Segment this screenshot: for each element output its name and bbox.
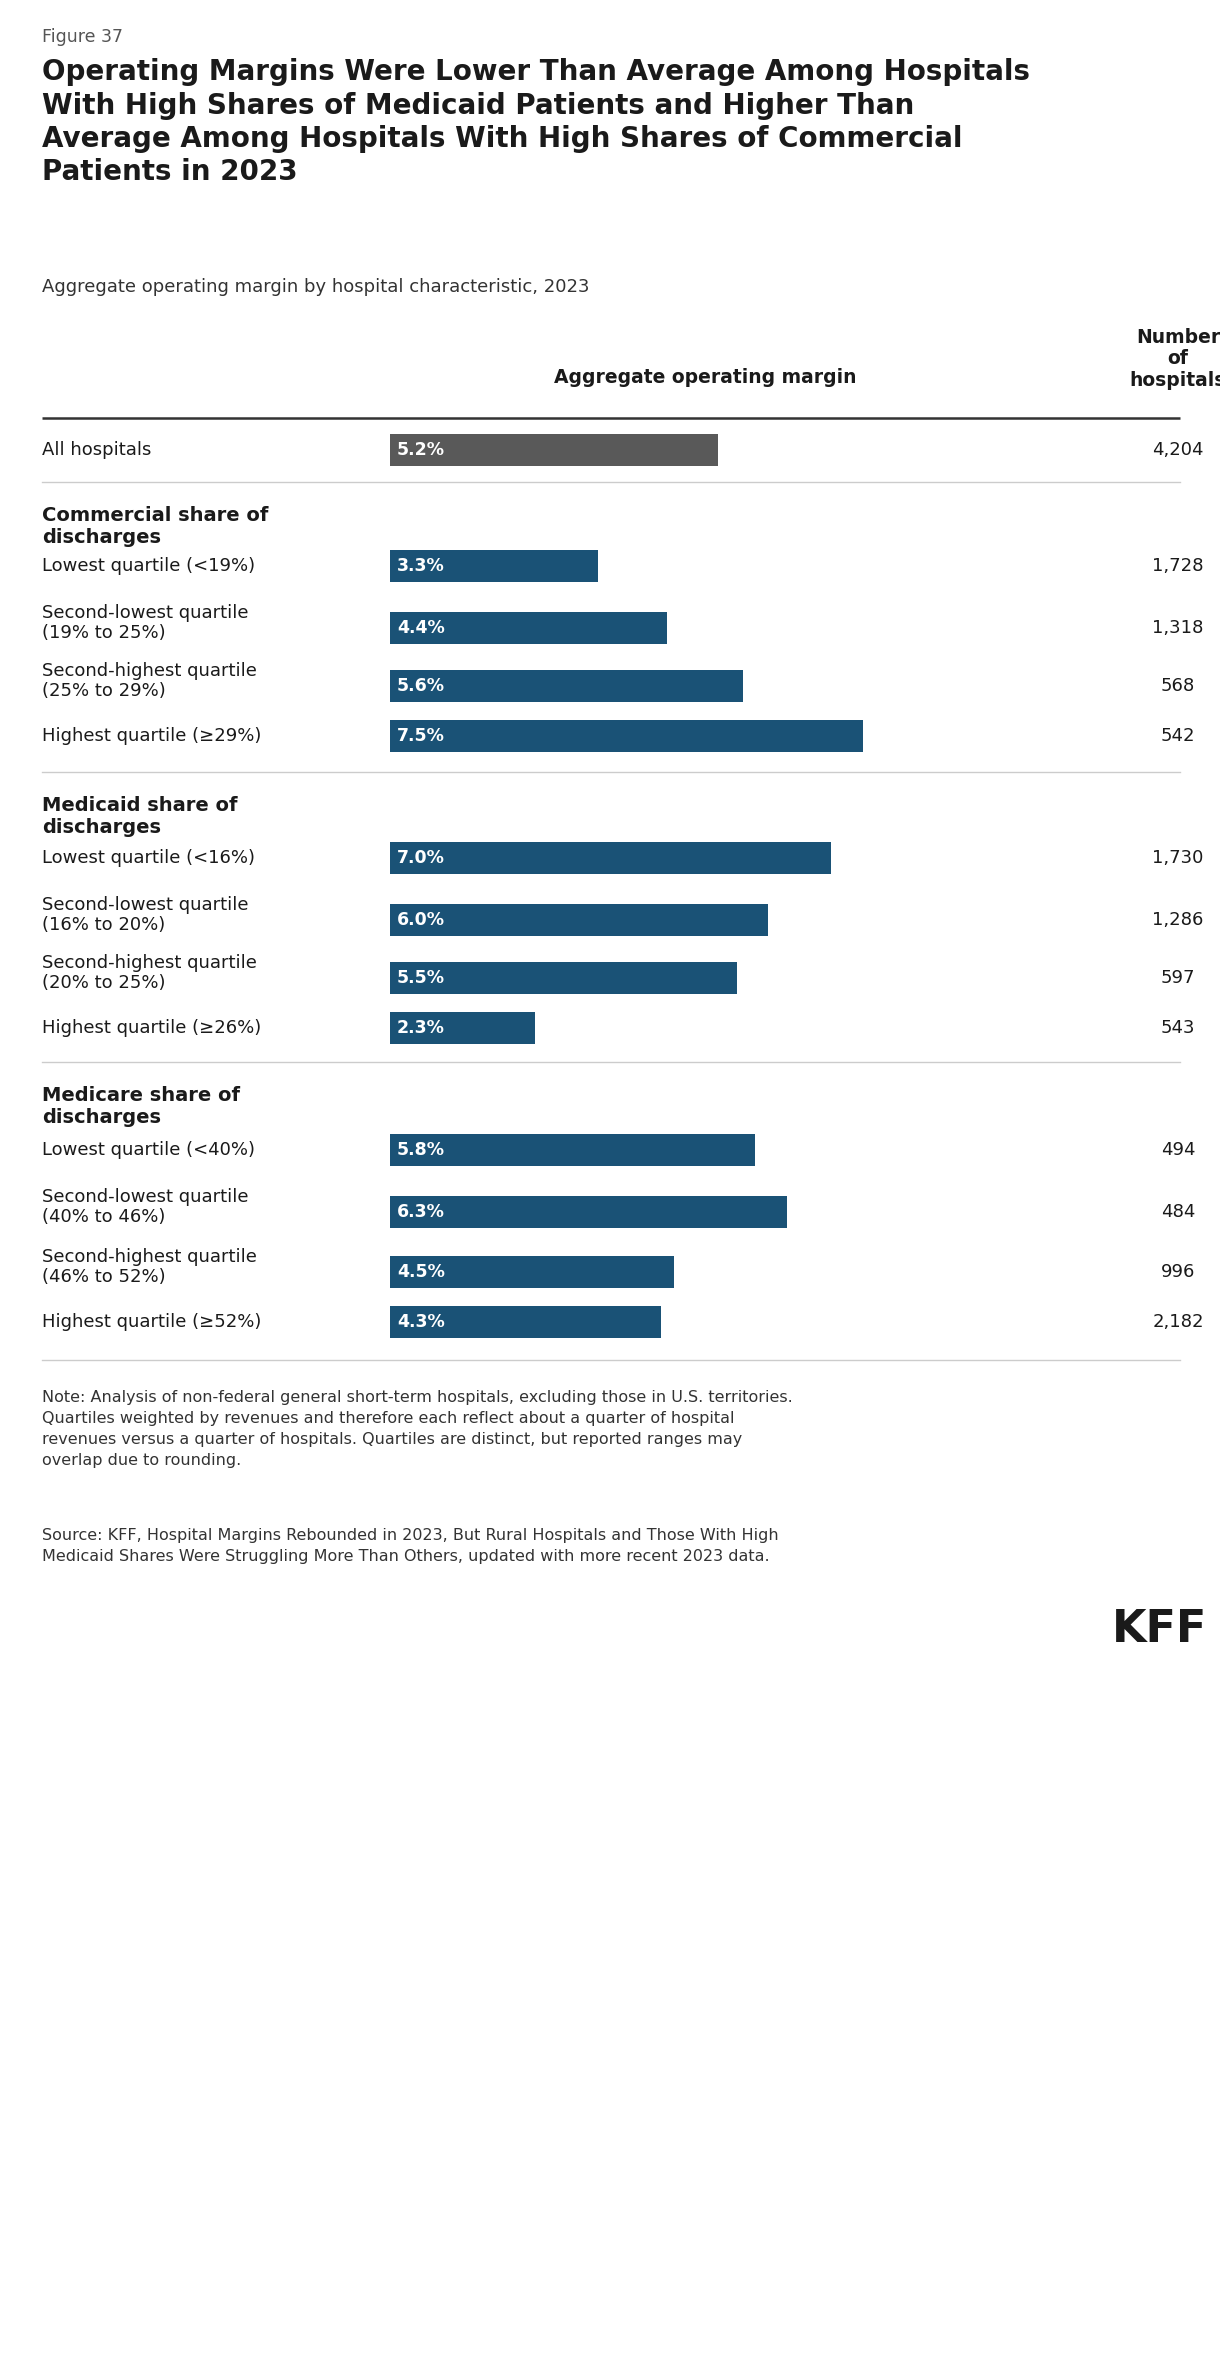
Text: Aggregate operating margin: Aggregate operating margin <box>554 368 856 387</box>
Text: Second-lowest quartile: Second-lowest quartile <box>41 1187 249 1206</box>
Text: Second-highest quartile: Second-highest quartile <box>41 663 257 680</box>
Text: 4,204: 4,204 <box>1152 441 1204 458</box>
Text: Figure 37: Figure 37 <box>41 28 123 45</box>
Text: 542: 542 <box>1160 727 1196 746</box>
Text: 2,182: 2,182 <box>1152 1312 1204 1331</box>
Text: Lowest quartile (<19%): Lowest quartile (<19%) <box>41 557 255 576</box>
Bar <box>390 1135 755 1166</box>
Text: Commercial share of
discharges: Commercial share of discharges <box>41 505 268 548</box>
Bar <box>390 904 769 937</box>
Text: (25% to 29%): (25% to 29%) <box>41 682 166 701</box>
Text: Lowest quartile (<16%): Lowest quartile (<16%) <box>41 850 255 866</box>
Text: (19% to 25%): (19% to 25%) <box>41 623 166 642</box>
Text: 543: 543 <box>1160 1020 1196 1036</box>
Text: 1,730: 1,730 <box>1153 850 1204 866</box>
Bar <box>390 843 831 873</box>
Text: Aggregate operating margin by hospital characteristic, 2023: Aggregate operating margin by hospital c… <box>41 278 589 295</box>
Text: 597: 597 <box>1160 970 1196 986</box>
Bar <box>390 434 717 465</box>
Text: All hospitals: All hospitals <box>41 441 151 458</box>
Bar <box>390 1256 673 1289</box>
Text: 484: 484 <box>1160 1204 1196 1220</box>
Text: 6.0%: 6.0% <box>396 911 445 930</box>
Text: Highest quartile (≥26%): Highest quartile (≥26%) <box>41 1020 261 1036</box>
Text: 1,318: 1,318 <box>1153 618 1204 637</box>
Bar <box>390 1012 534 1043</box>
Text: 4.3%: 4.3% <box>396 1312 445 1331</box>
Text: 996: 996 <box>1160 1263 1196 1281</box>
Text: 3.3%: 3.3% <box>396 557 445 576</box>
Text: 1,286: 1,286 <box>1153 911 1204 930</box>
Bar <box>390 963 737 994</box>
Text: Medicare share of
discharges: Medicare share of discharges <box>41 1086 240 1128</box>
Text: Lowest quartile (<40%): Lowest quartile (<40%) <box>41 1140 255 1159</box>
Bar <box>390 611 667 644</box>
Text: 2.3%: 2.3% <box>396 1020 445 1036</box>
Text: Second-highest quartile: Second-highest quartile <box>41 1248 257 1265</box>
Bar <box>390 720 863 753</box>
Text: Highest quartile (≥29%): Highest quartile (≥29%) <box>41 727 261 746</box>
Text: Operating Margins Were Lower Than Average Among Hospitals
With High Shares of Me: Operating Margins Were Lower Than Averag… <box>41 59 1030 186</box>
Text: Second-lowest quartile: Second-lowest quartile <box>41 604 249 623</box>
Text: Second-highest quartile: Second-highest quartile <box>41 953 257 972</box>
Text: 6.3%: 6.3% <box>396 1204 445 1220</box>
Bar <box>390 670 743 701</box>
Bar <box>390 1305 661 1338</box>
Text: Source: KFF, Hospital Margins Rebounded in 2023, But Rural Hospitals and Those W: Source: KFF, Hospital Margins Rebounded … <box>41 1527 778 1565</box>
Text: Number
of
hospitals: Number of hospitals <box>1130 328 1220 389</box>
Text: 5.6%: 5.6% <box>396 677 445 694</box>
Text: 568: 568 <box>1161 677 1196 694</box>
Text: (20% to 25%): (20% to 25%) <box>41 975 166 991</box>
Text: 1,728: 1,728 <box>1152 557 1204 576</box>
Text: 5.8%: 5.8% <box>396 1140 445 1159</box>
Bar <box>390 1197 787 1227</box>
Text: 7.5%: 7.5% <box>396 727 445 746</box>
Text: 5.5%: 5.5% <box>396 970 445 986</box>
Bar <box>390 550 598 583</box>
Text: 4.4%: 4.4% <box>396 618 445 637</box>
Text: Medicaid share of
discharges: Medicaid share of discharges <box>41 795 238 838</box>
Text: 7.0%: 7.0% <box>396 850 445 866</box>
Text: (46% to 52%): (46% to 52%) <box>41 1267 166 1286</box>
Text: Note: Analysis of non-federal general short-term hospitals, excluding those in U: Note: Analysis of non-federal general sh… <box>41 1390 793 1468</box>
Text: KFF: KFF <box>1113 1607 1208 1652</box>
Text: (40% to 46%): (40% to 46%) <box>41 1208 166 1225</box>
Text: 5.2%: 5.2% <box>396 441 445 458</box>
Text: 494: 494 <box>1160 1140 1196 1159</box>
Text: Second-lowest quartile: Second-lowest quartile <box>41 897 249 913</box>
Text: (16% to 20%): (16% to 20%) <box>41 916 165 935</box>
Text: Highest quartile (≥52%): Highest quartile (≥52%) <box>41 1312 261 1331</box>
Text: 4.5%: 4.5% <box>396 1263 445 1281</box>
